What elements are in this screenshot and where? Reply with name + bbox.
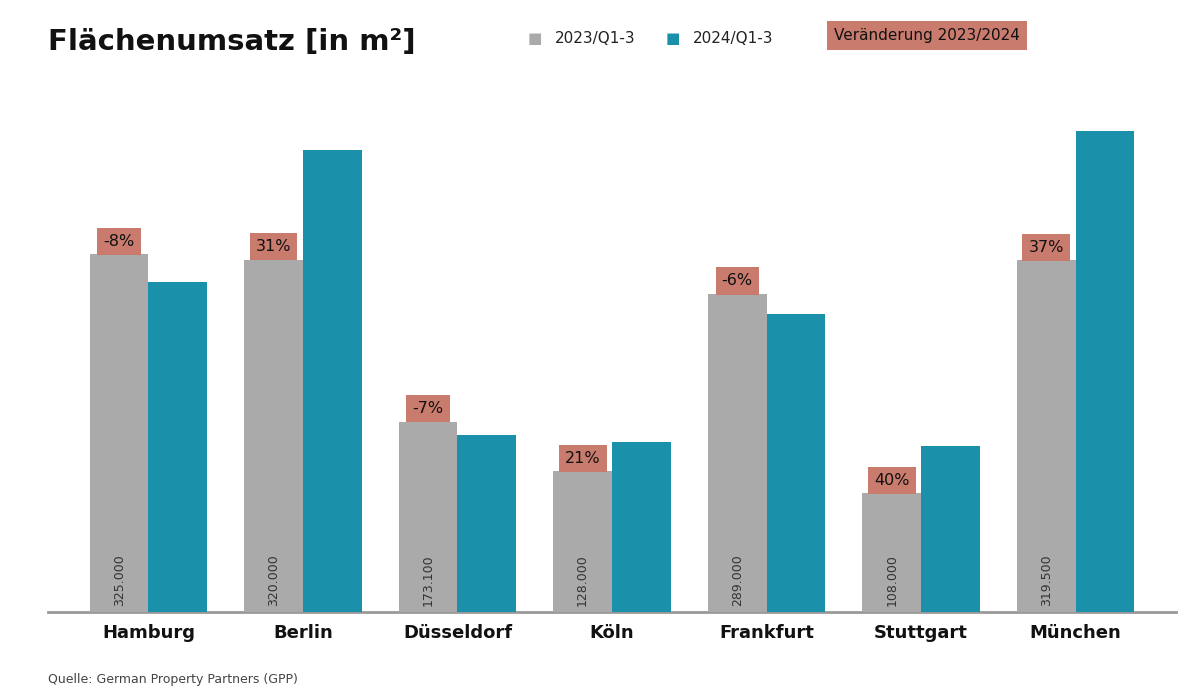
Text: 2024/Q1-3: 2024/Q1-3 [692,31,773,47]
Text: -8%: -8% [103,234,134,249]
Bar [863,493,922,612]
Text: 2023/Q1-3: 2023/Q1-3 [554,31,635,47]
Bar [767,314,826,612]
Bar [612,442,671,612]
Bar [457,435,516,612]
Text: 160.800: 160.800 [480,549,493,606]
Text: 31%: 31% [256,239,292,254]
Text: 320.000: 320.000 [268,554,280,606]
Text: 319.500: 319.500 [1039,554,1052,606]
Bar [708,294,767,612]
Text: Veränderung 2023/2024: Veränderung 2023/2024 [834,28,1020,43]
Text: ■: ■ [666,31,680,47]
Text: 155.000: 155.000 [635,548,648,606]
Text: 420.000: 420.000 [326,548,338,606]
Text: 436.500: 436.500 [1098,549,1111,606]
Bar [245,260,302,612]
Text: 21%: 21% [565,451,600,466]
Bar [922,446,979,612]
Text: Flächenumsatz [in m²]: Flächenumsatz [in m²] [48,28,415,56]
Text: Quelle: German Property Partners (GPP): Quelle: German Property Partners (GPP) [48,672,298,686]
Text: -7%: -7% [413,401,444,416]
Bar [1016,260,1075,612]
Text: 37%: 37% [1028,240,1064,255]
Text: 325.000: 325.000 [113,554,126,606]
Bar [1075,132,1134,612]
Bar [149,282,208,612]
Bar [90,254,149,612]
Text: 40%: 40% [874,473,910,488]
Text: 151.000: 151.000 [944,548,956,606]
Bar [398,422,457,612]
Text: 173.100: 173.100 [421,554,434,606]
Text: 128.000: 128.000 [576,554,589,606]
Text: -6%: -6% [721,274,752,288]
Text: 289.000: 289.000 [731,554,744,606]
Text: 270.900: 270.900 [790,548,803,606]
Bar [553,471,612,612]
Text: 300.000: 300.000 [172,548,185,606]
Bar [302,150,361,612]
Text: 108.000: 108.000 [886,554,898,606]
Text: ■: ■ [528,31,542,47]
